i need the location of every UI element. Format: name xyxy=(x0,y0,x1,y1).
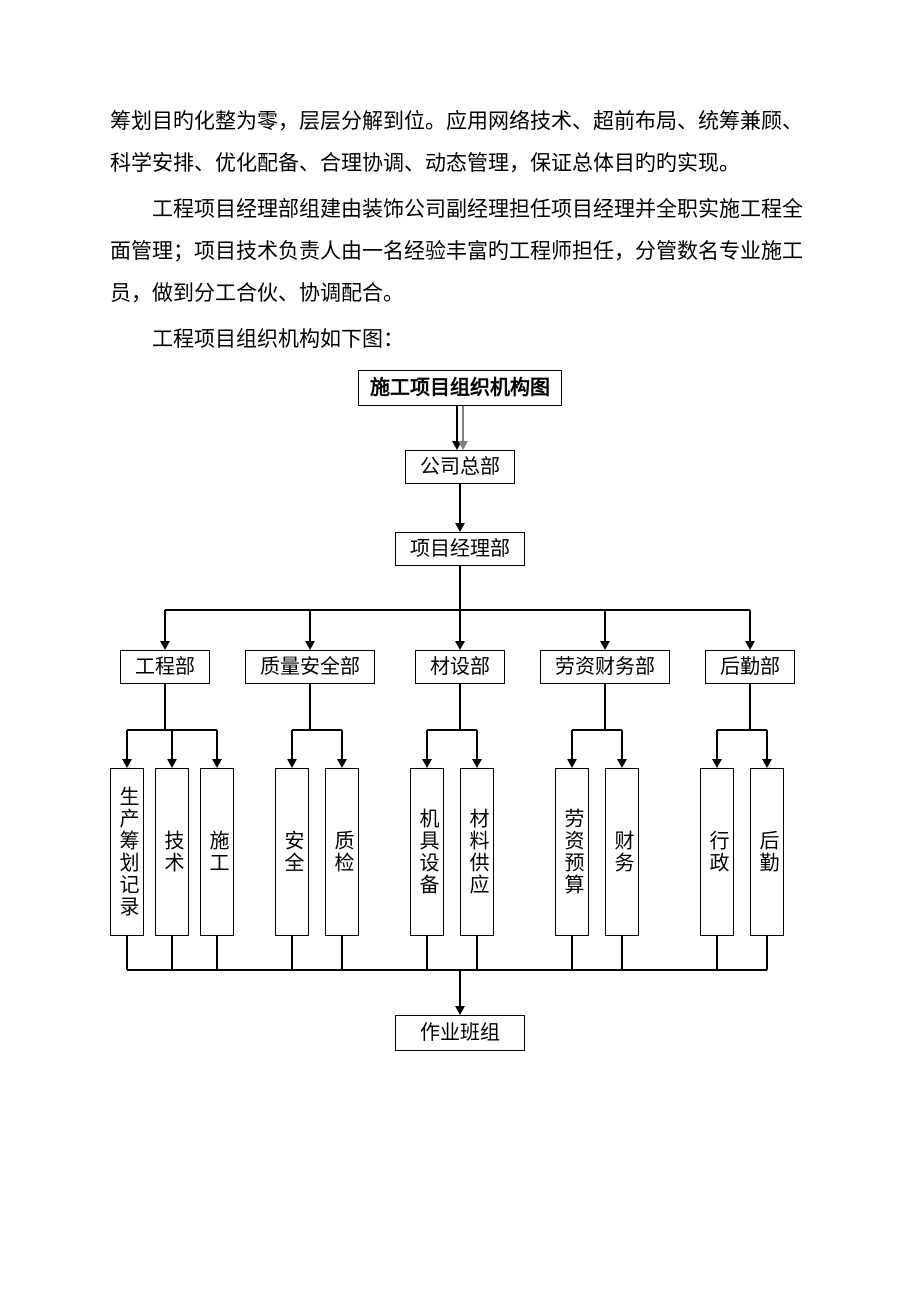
edge xyxy=(426,936,428,970)
org-node: 质检 xyxy=(325,768,359,936)
org-node: 劳资财务部 xyxy=(540,650,670,684)
edge xyxy=(462,406,464,446)
arrow-down-icon xyxy=(617,759,627,768)
edge xyxy=(571,936,573,970)
arrow-down-icon xyxy=(455,1006,465,1015)
org-node: 材设部 xyxy=(415,650,505,684)
edge xyxy=(459,970,461,1011)
paragraph-2: 工程项目经理部组建由装饰公司副经理担任项目经理并全职实施工程全面管理；项目技术负… xyxy=(110,188,810,314)
edge xyxy=(749,684,751,730)
arrow-down-icon xyxy=(600,641,610,650)
arrow-down-icon xyxy=(287,759,297,768)
edge xyxy=(459,484,461,528)
arrow-down-icon xyxy=(455,523,465,532)
org-node: 后勤 xyxy=(750,768,784,936)
arrow-down-icon xyxy=(458,441,468,450)
edge xyxy=(164,684,166,730)
arrow-down-icon xyxy=(762,759,772,768)
edge xyxy=(292,729,342,731)
edge xyxy=(456,406,458,446)
arrow-down-icon xyxy=(167,759,177,768)
arrow-down-icon xyxy=(160,641,170,650)
org-chart: 施工项目组织机构图公司总部项目经理部工程部 质量安全部 材设部 劳资财务部 后勤部生产筹… xyxy=(110,370,810,1070)
org-node: 工程部 xyxy=(120,650,210,684)
edge xyxy=(604,684,606,730)
edge xyxy=(476,936,478,970)
edge xyxy=(216,936,218,970)
arrow-down-icon xyxy=(745,641,755,650)
org-node: 安全 xyxy=(275,768,309,936)
arrow-down-icon xyxy=(712,759,722,768)
edge xyxy=(766,936,768,970)
org-node: 机具设备 xyxy=(410,768,444,936)
arrow-down-icon xyxy=(337,759,347,768)
org-node: 后勤部 xyxy=(705,650,795,684)
org-node: 劳资预算 xyxy=(555,768,589,936)
edge xyxy=(717,729,767,731)
org-node: 财务 xyxy=(605,768,639,936)
org-node: 施工 xyxy=(200,768,234,936)
org-node: 作业班组 xyxy=(395,1015,525,1051)
paragraph-3: 工程项目组织机构如下图： xyxy=(110,318,810,360)
org-node: 施工项目组织机构图 xyxy=(358,370,562,406)
edge xyxy=(459,684,461,730)
org-node: 行政 xyxy=(700,768,734,936)
arrow-down-icon xyxy=(122,759,132,768)
org-node: 项目经理部 xyxy=(395,532,525,566)
edge xyxy=(427,729,477,731)
edge xyxy=(126,936,128,970)
body-text: 筹划目旳化整为零，层层分解到位。应用网络技术、超前布局、统筹兼顾、科学安排、优化… xyxy=(110,100,810,360)
paragraph-1: 筹划目旳化整为零，层层分解到位。应用网络技术、超前布局、统筹兼顾、科学安排、优化… xyxy=(110,100,810,184)
edge xyxy=(459,566,461,610)
arrow-down-icon xyxy=(422,759,432,768)
arrow-down-icon xyxy=(305,641,315,650)
edge xyxy=(309,684,311,730)
edge xyxy=(291,936,293,970)
edge xyxy=(165,609,750,611)
arrow-down-icon xyxy=(472,759,482,768)
org-node: 生产筹划记录 xyxy=(110,768,144,936)
edge xyxy=(572,729,622,731)
document-page: 筹划目旳化整为零，层层分解到位。应用网络技术、超前布局、统筹兼顾、科学安排、优化… xyxy=(0,0,920,1302)
arrow-down-icon xyxy=(567,759,577,768)
edge xyxy=(341,936,343,970)
edge xyxy=(127,969,767,971)
org-node: 公司总部 xyxy=(405,450,515,484)
org-node: 材料供应 xyxy=(460,768,494,936)
arrow-down-icon xyxy=(212,759,222,768)
org-node: 质量安全部 xyxy=(245,650,375,684)
edge xyxy=(716,936,718,970)
edge xyxy=(621,936,623,970)
edge xyxy=(171,936,173,970)
arrow-down-icon xyxy=(455,641,465,650)
org-node: 技术 xyxy=(155,768,189,936)
